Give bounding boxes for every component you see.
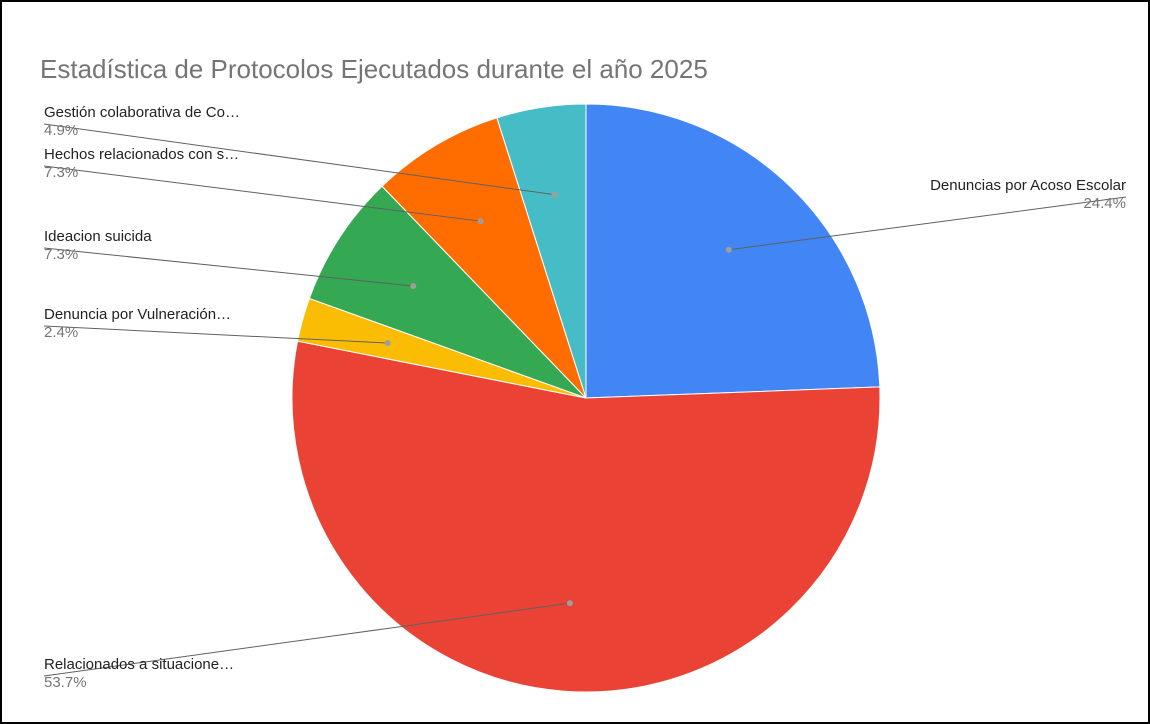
pie-slices: [291, 103, 881, 693]
leader-dot: [725, 246, 732, 253]
leader-dot: [551, 191, 558, 198]
pie-slice[interactable]: [308, 185, 587, 399]
pie-slice[interactable]: [585, 103, 881, 399]
pie-slice[interactable]: [381, 117, 587, 399]
leader-line: [728, 196, 1127, 251]
leader-line: [43, 165, 481, 222]
slice-label: Denuncias por Acoso Escolar: [930, 177, 1126, 194]
slice-percent-label: 7.3%: [44, 246, 78, 263]
slice-percent-label: 53.7%: [44, 674, 87, 691]
leader-dot: [410, 283, 417, 290]
leader-line: [43, 247, 414, 287]
slice-label: Relacionados a situacione…: [44, 656, 234, 673]
chart-title: Estadística de Protocolos Ejecutados dur…: [40, 54, 708, 84]
slice-label: Denuncia por Vulneración…: [44, 306, 231, 323]
leader-line: [43, 325, 388, 344]
slice-percent-label: 7.3%: [44, 164, 78, 181]
slice-percent-label: 2.4%: [44, 324, 78, 341]
slice-label: Gestión colaborativa de Co…: [44, 104, 240, 121]
slice-label: Hechos relacionados con s…: [44, 146, 239, 163]
leader-line: [43, 123, 555, 196]
leader-line: [43, 602, 570, 677]
leader-dot: [477, 218, 484, 225]
pie-slice[interactable]: [496, 103, 587, 399]
slice-percent-label: 4.9%: [44, 122, 78, 139]
leader-dot: [566, 600, 573, 607]
leader-dot: [384, 340, 391, 347]
slice-label: Ideacion suicida: [44, 228, 152, 245]
slice-percent-label: 24.4%: [1083, 195, 1126, 212]
pie-slice[interactable]: [291, 340, 881, 693]
